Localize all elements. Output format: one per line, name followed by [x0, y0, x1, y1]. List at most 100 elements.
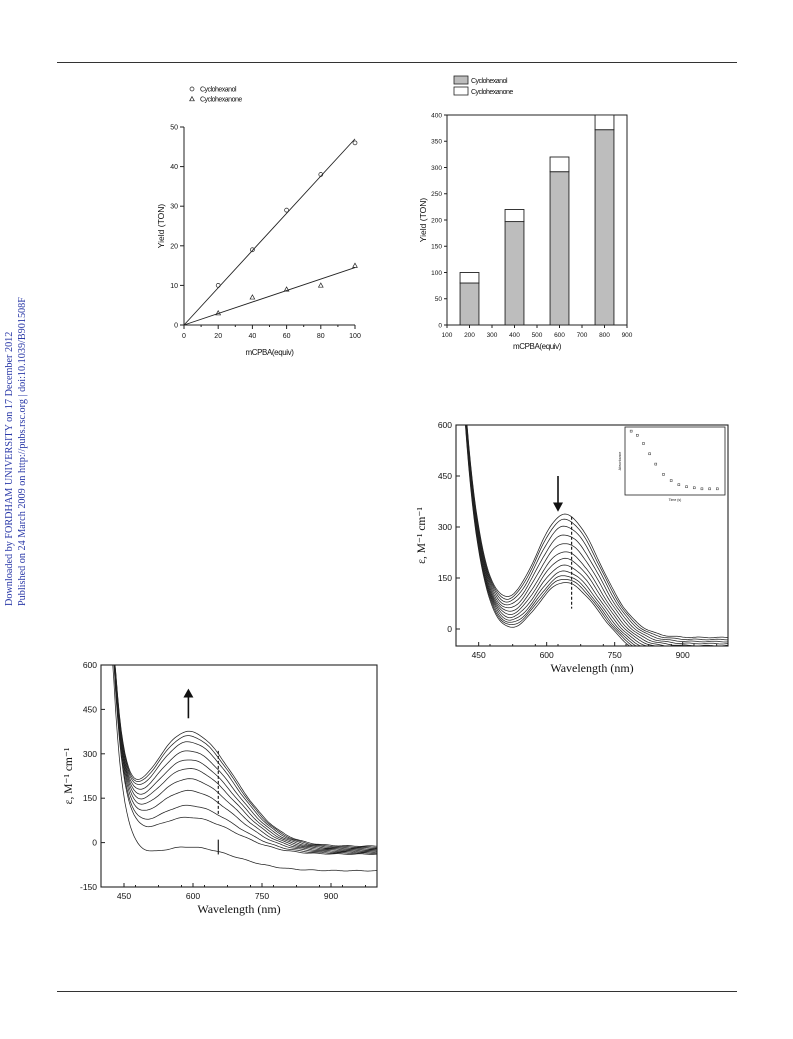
- inset-point: [642, 442, 645, 445]
- spectrum-curve: [114, 665, 377, 850]
- data-point: [352, 262, 358, 268]
- download-notice: Downloaded by FORDHAM UNIVERSITY on 17 D…: [2, 276, 28, 606]
- data-point: [215, 309, 222, 316]
- inset-point: [708, 487, 711, 491]
- ton-bar-chart: 100 200 300 400 500 600 700 800 900 0 50 100 150 200 2…: [418, 75, 633, 351]
- y-tick-label: 0: [174, 323, 178, 330]
- y-tick-label: 450: [83, 704, 97, 714]
- figure-ton-bars: 100 200 300 400 500 600 700 800 900 0 50 100 150 200 2…: [410, 70, 640, 360]
- legend-marker: [189, 95, 195, 102]
- y-axis-label: Yield (TON): [418, 198, 428, 243]
- y-tick-label: 300: [431, 165, 442, 172]
- bottom-rule: [57, 991, 737, 992]
- bar-segment: [504, 209, 525, 223]
- x-tick-label: 750: [608, 650, 622, 660]
- trend-arrow-head: [183, 688, 194, 698]
- y-tick-label: 0: [447, 624, 452, 634]
- inset-x-label: Time (s): [669, 498, 682, 502]
- spectrum-curve: [114, 665, 377, 851]
- inset-frame: [624, 426, 726, 496]
- y-axis-label: Yield (TON): [156, 204, 166, 249]
- x-axis-label: mCPBA(equiv): [245, 348, 294, 357]
- spectrum-curve: [465, 425, 631, 646]
- inset-point: [716, 487, 719, 491]
- spectrum-curve: [113, 665, 377, 854]
- fit-line: [183, 267, 356, 326]
- inset-point: [700, 487, 704, 491]
- x-tick-label: 20: [214, 333, 222, 340]
- data-point: [352, 140, 358, 146]
- y-tick-label: 450: [438, 471, 452, 481]
- x-tick-label: 900: [622, 332, 633, 339]
- legend-marker: [189, 86, 195, 92]
- inset-point: [629, 429, 633, 433]
- x-tick-label: 700: [577, 332, 588, 339]
- inset-point: [669, 479, 673, 482]
- y-tick-label: 300: [83, 749, 97, 759]
- data-point: [317, 282, 324, 288]
- legend-label: Cyclohexanone: [471, 89, 513, 96]
- legend-swatch: [453, 86, 469, 96]
- y-tick-label: -150: [80, 882, 97, 892]
- legend-label: Cyclohexanone: [200, 97, 242, 104]
- spectrum-curve: [114, 665, 377, 852]
- y-tick-label: 400: [431, 112, 442, 119]
- x-tick-label: 100: [349, 333, 361, 340]
- bar-segment: [549, 171, 570, 326]
- x-tick-label: 80: [317, 333, 325, 340]
- x-tick-label: 200: [464, 332, 475, 339]
- y-tick-label: 600: [438, 420, 452, 430]
- spectrum-curve: [465, 425, 642, 646]
- x-tick-label: 500: [532, 332, 543, 339]
- y-tick-label: 200: [431, 217, 442, 224]
- spectrum-curve: [465, 425, 638, 646]
- x-tick-label: 100: [442, 332, 453, 339]
- x-tick-label: 900: [324, 891, 338, 901]
- y-tick-label: 150: [431, 244, 442, 251]
- spectrum-curve: [466, 425, 728, 641]
- spectra-growth-chart: 450 600 750 900-1500150300450600Wavelength …: [63, 660, 378, 916]
- download-notice-line1: Downloaded by FORDHAM UNIVERSITY on 17 D…: [4, 331, 15, 606]
- spectrum-curve: [466, 425, 728, 646]
- data-point: [249, 294, 256, 300]
- y-tick-label: 0: [92, 838, 97, 848]
- inset-point: [677, 483, 681, 486]
- bar-segment: [594, 129, 615, 326]
- bar-segment: [459, 282, 480, 326]
- x-tick-label: 300: [487, 332, 498, 339]
- y-tick-label: 250: [431, 191, 442, 198]
- legend-label: Cyclohexanol: [200, 87, 237, 94]
- y-axis-label: ε, M⁻¹ cm⁻¹: [416, 507, 428, 564]
- spectrum-curve: [114, 665, 377, 853]
- data-point: [283, 286, 290, 292]
- x-tick-label: 450: [472, 650, 486, 660]
- fit-line: [183, 138, 356, 326]
- spectrum-curve: [465, 425, 657, 646]
- spectra-curves: [465, 425, 728, 646]
- inset-point: [662, 473, 665, 476]
- bar-segment: [504, 221, 525, 326]
- download-notice-line2: Published on 24 March 2009 on http://pub…: [17, 297, 28, 606]
- y-tick-label: 50: [170, 125, 178, 132]
- spectrum-curve: [465, 425, 667, 646]
- top-rule: [57, 62, 737, 63]
- figure-spectra-growth: 450 600 750 900 -150 0 150 300 450 600 Wavelength …: [60, 655, 385, 925]
- legend-label: Cyclohexanol: [471, 78, 508, 85]
- y-tick-label: 10: [170, 283, 178, 290]
- x-axis-label: Wavelength (nm): [197, 902, 280, 916]
- x-tick-label: 800: [599, 332, 610, 339]
- x-tick-label: 600: [554, 332, 565, 339]
- x-tick-label: 900: [676, 650, 690, 660]
- spectrum-curve: [466, 425, 728, 639]
- x-tick-label: 750: [255, 891, 269, 901]
- y-tick-label: 20: [170, 243, 178, 250]
- spectrum-curve: [114, 665, 377, 848]
- data-point: [284, 207, 289, 213]
- inset-point: [692, 486, 696, 490]
- data-point: [318, 172, 324, 177]
- y-tick-label: 50: [435, 296, 443, 303]
- ton-scatter-chart: 0 20 40 60 80 100 0 10 20 30 40 50 mCPBA(equiv) Yield…: [156, 86, 361, 358]
- legend-swatch: [453, 75, 469, 85]
- inset-y-label: Absorbance: [618, 452, 622, 471]
